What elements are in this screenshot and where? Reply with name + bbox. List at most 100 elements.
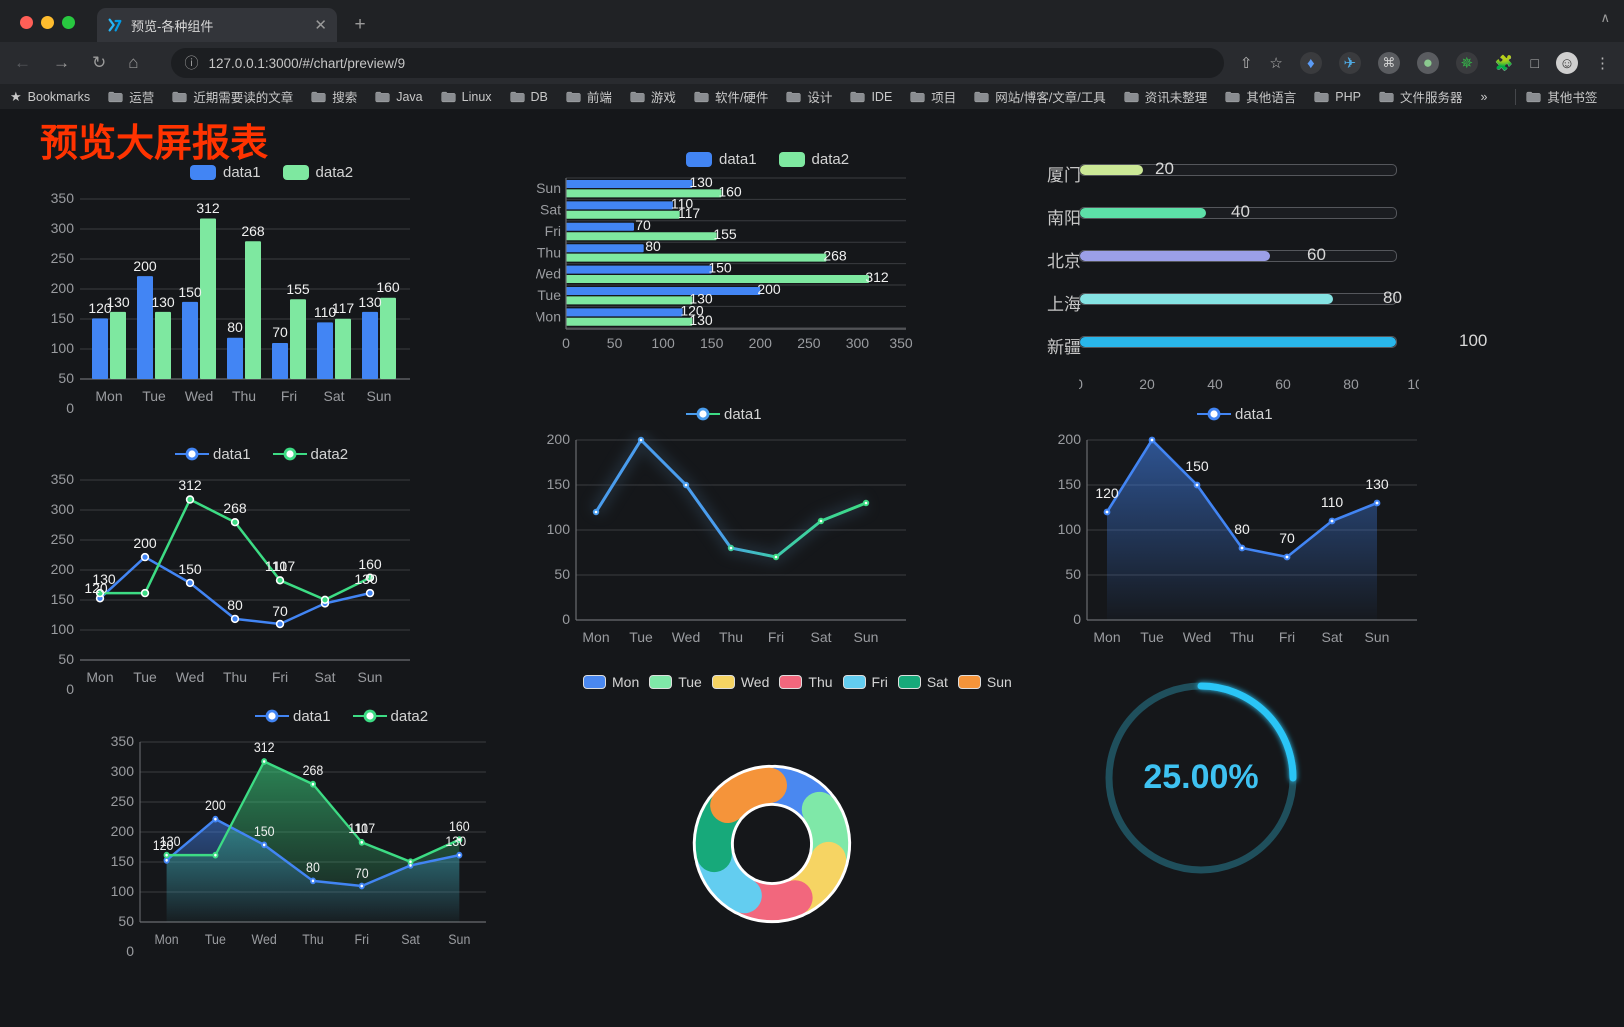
svg-text:300: 300 xyxy=(111,763,135,779)
svg-text:350: 350 xyxy=(111,733,135,749)
svg-text:117: 117 xyxy=(273,558,296,574)
svg-text:Mon: Mon xyxy=(95,388,122,404)
svg-text:117: 117 xyxy=(332,300,355,316)
svg-text:70: 70 xyxy=(635,217,651,233)
svg-text:200: 200 xyxy=(205,797,226,813)
svg-text:80: 80 xyxy=(227,319,243,335)
svg-text:150: 150 xyxy=(178,284,202,300)
svg-text:Wed: Wed xyxy=(176,669,205,685)
svg-text:130: 130 xyxy=(689,312,713,328)
svg-text:130: 130 xyxy=(445,833,466,849)
svg-text:312: 312 xyxy=(178,477,202,493)
svg-text:Fri: Fri xyxy=(281,388,297,404)
svg-text:80: 80 xyxy=(1343,376,1359,392)
svg-text:0: 0 xyxy=(1073,611,1081,627)
svg-text:312: 312 xyxy=(865,269,889,285)
svg-text:0: 0 xyxy=(66,400,74,416)
svg-text:50: 50 xyxy=(554,566,570,582)
svg-text:350: 350 xyxy=(51,471,75,487)
svg-text:50: 50 xyxy=(1065,566,1081,582)
svg-text:150: 150 xyxy=(254,823,275,839)
svg-text:130: 130 xyxy=(358,294,382,310)
svg-text:100: 100 xyxy=(51,621,75,637)
svg-text:130: 130 xyxy=(1365,476,1389,492)
svg-text:40: 40 xyxy=(1207,376,1223,392)
svg-text:Sun: Sun xyxy=(448,931,470,947)
svg-text:Thu: Thu xyxy=(1230,629,1254,645)
svg-text:Mon: Mon xyxy=(86,669,113,685)
svg-text:Fri: Fri xyxy=(545,223,561,239)
svg-text:Tue: Tue xyxy=(537,287,561,303)
svg-text:Sat: Sat xyxy=(1321,629,1342,645)
svg-text:Sat: Sat xyxy=(323,388,344,404)
svg-text:130: 130 xyxy=(160,833,181,849)
svg-text:250: 250 xyxy=(51,250,75,266)
svg-text:200: 200 xyxy=(547,431,571,447)
svg-text:Sun: Sun xyxy=(367,388,392,404)
svg-text:Mon: Mon xyxy=(1093,629,1120,645)
svg-text:160: 160 xyxy=(358,556,382,572)
svg-text:300: 300 xyxy=(51,501,75,517)
svg-text:300: 300 xyxy=(846,335,870,351)
svg-text:Mon: Mon xyxy=(536,309,561,325)
svg-text:150: 150 xyxy=(111,853,135,869)
svg-text:300: 300 xyxy=(51,220,75,236)
svg-text:200: 200 xyxy=(111,823,135,839)
svg-text:312: 312 xyxy=(196,200,220,216)
svg-text:50: 50 xyxy=(58,370,74,386)
svg-text:0: 0 xyxy=(562,611,570,627)
svg-text:0: 0 xyxy=(66,681,74,697)
svg-text:70: 70 xyxy=(1279,530,1295,546)
svg-text:Tue: Tue xyxy=(205,931,226,947)
svg-text:110: 110 xyxy=(1321,494,1344,510)
svg-text:80: 80 xyxy=(645,238,661,254)
svg-text:25.00%: 25.00% xyxy=(1143,758,1258,796)
svg-text:Sat: Sat xyxy=(540,202,561,218)
svg-text:150: 150 xyxy=(51,310,75,326)
svg-text:130: 130 xyxy=(354,571,378,587)
svg-text:200: 200 xyxy=(1058,431,1082,447)
svg-text:268: 268 xyxy=(223,500,247,516)
svg-text:150: 150 xyxy=(708,260,732,276)
svg-text:Sat: Sat xyxy=(314,669,335,685)
svg-text:50: 50 xyxy=(607,335,623,351)
svg-text:200: 200 xyxy=(51,561,75,577)
svg-text:120: 120 xyxy=(1095,485,1119,501)
svg-text:160: 160 xyxy=(718,183,742,199)
svg-text:70: 70 xyxy=(355,865,369,881)
svg-text:Mon: Mon xyxy=(155,931,179,947)
svg-text:200: 200 xyxy=(133,258,157,274)
svg-text:130: 130 xyxy=(92,571,116,587)
svg-text:Tue: Tue xyxy=(133,669,157,685)
svg-text:Tue: Tue xyxy=(629,629,653,645)
svg-text:130: 130 xyxy=(151,294,175,310)
svg-text:200: 200 xyxy=(757,281,781,297)
svg-text:150: 150 xyxy=(51,591,75,607)
svg-text:100: 100 xyxy=(1058,521,1082,537)
svg-text:80: 80 xyxy=(306,859,320,875)
svg-text:160: 160 xyxy=(449,818,470,834)
svg-text:150: 150 xyxy=(178,561,202,577)
svg-text:200: 200 xyxy=(1140,430,1164,433)
svg-text:268: 268 xyxy=(241,223,265,239)
svg-text:70: 70 xyxy=(272,324,288,340)
svg-text:200: 200 xyxy=(133,535,157,551)
svg-text:155: 155 xyxy=(286,281,310,297)
svg-text:Sat: Sat xyxy=(810,629,831,645)
svg-text:80: 80 xyxy=(227,597,243,613)
svg-text:155: 155 xyxy=(713,226,737,242)
svg-text:Tue: Tue xyxy=(142,388,166,404)
svg-text:130: 130 xyxy=(689,176,713,190)
svg-text:Wed: Wed xyxy=(536,266,561,282)
svg-text:Fri: Fri xyxy=(768,629,784,645)
svg-text:Thu: Thu xyxy=(719,629,743,645)
svg-text:100: 100 xyxy=(651,335,675,351)
svg-text:117: 117 xyxy=(355,820,375,836)
svg-text:130: 130 xyxy=(106,294,130,310)
svg-text:Wed: Wed xyxy=(252,931,277,947)
svg-text:Sun: Sun xyxy=(358,669,383,685)
svg-text:Fri: Fri xyxy=(1279,629,1295,645)
svg-text:100: 100 xyxy=(547,521,571,537)
svg-text:117: 117 xyxy=(678,205,701,221)
svg-text:0: 0 xyxy=(126,943,134,959)
